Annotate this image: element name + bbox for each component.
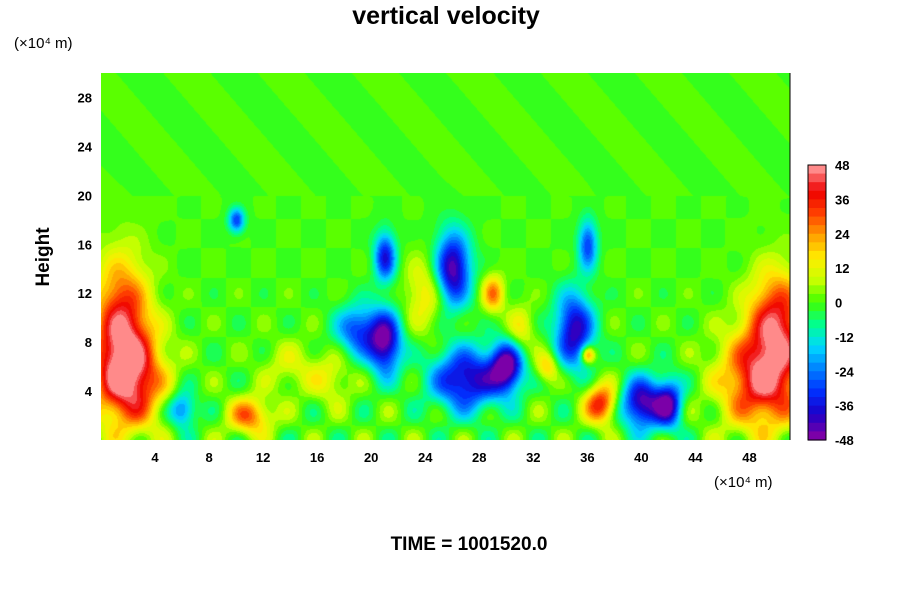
y-tick-label: 12 [78, 286, 92, 301]
colorbar-swatch [808, 328, 826, 338]
colorbar-swatch [808, 414, 826, 424]
colorbar-swatch [808, 336, 826, 347]
plot-area [101, 73, 791, 440]
x-tick-label: 28 [472, 450, 486, 465]
colorbar-tick-label: 0 [835, 296, 842, 311]
colorbar-tick-label: -12 [835, 330, 854, 345]
colorbar-swatch [808, 379, 826, 390]
colorbar-tick-label: 36 [835, 192, 849, 207]
colorbar-tick-label: -36 [835, 399, 854, 414]
colorbar-swatch [808, 345, 826, 355]
y-axis-label: Height [33, 227, 54, 287]
colorbar-swatch [808, 405, 826, 415]
y-axis-ticks: 4 8 12 16 20 24 28 [78, 90, 93, 399]
colorbar-swatch [808, 397, 826, 407]
colorbar-swatch [808, 207, 826, 218]
y-tick-label: 28 [78, 90, 92, 105]
velocity-field [101, 73, 790, 440]
y-tick-label: 8 [85, 335, 92, 350]
x-tick-label: 24 [418, 450, 433, 465]
colorbar-swatch [808, 311, 826, 321]
x-tick-label: 44 [688, 450, 703, 465]
colorbar: 48 36 24 12 0 -12 -24 -36 -48 [807, 158, 855, 448]
colorbar-swatch [808, 422, 826, 433]
colorbar-tick-label: 12 [835, 261, 849, 276]
x-tick-label: 4 [151, 450, 159, 465]
time-label: TIME = 1001520.0 [391, 534, 548, 555]
colorbar-swatch [808, 216, 826, 226]
colorbar-swatch [808, 233, 826, 243]
colorbar-swatch [808, 293, 826, 304]
x-tick-label: 48 [742, 450, 756, 465]
colorbar-swatch [808, 354, 826, 364]
x-tick-label: 40 [634, 450, 648, 465]
colorbar-swatch [808, 199, 826, 209]
x-tick-label: 32 [526, 450, 540, 465]
x-axis-ticks: 4 8 12 16 20 24 28 32 36 40 44 48 [151, 450, 756, 465]
colorbar-tick-label: -48 [835, 433, 854, 448]
colorbar-swatch [808, 276, 826, 286]
colorbar-swatch [808, 259, 826, 269]
colorbar-tick-label: 48 [835, 158, 849, 173]
colorbar-tick-label: 24 [835, 227, 850, 242]
x-tick-label: 8 [205, 450, 212, 465]
colorbar-swatch [808, 182, 826, 192]
y-tick-label: 4 [85, 384, 93, 399]
colorbar-swatch [808, 388, 826, 398]
colorbar-swatch [808, 225, 826, 235]
y-tick-label: 16 [78, 237, 92, 252]
x-tick-label: 12 [256, 450, 270, 465]
colorbar-swatch [808, 431, 826, 441]
colorbar-frame [807, 164, 827, 441]
y-axis-unit: (×10⁴ m) [14, 35, 73, 52]
colorbar-swatch [808, 371, 826, 381]
colorbar-swatch [808, 242, 826, 252]
colorbar-swatch [808, 173, 826, 183]
colorbar-swatch [808, 362, 826, 372]
colorbar-swatch [808, 250, 826, 261]
x-tick-label: 16 [310, 450, 324, 465]
colorbar-swatch [808, 268, 826, 278]
colorbar-swatch [808, 302, 826, 312]
x-tick-label: 36 [580, 450, 594, 465]
y-tick-label: 24 [78, 139, 93, 154]
x-tick-label: 20 [364, 450, 378, 465]
colorbar-swatch [808, 190, 826, 200]
colorbar-swatch [808, 285, 826, 295]
colorbar-swatch [808, 165, 826, 175]
x-axis-unit: (×10⁴ m) [714, 474, 773, 491]
colorbar-tick-label: -24 [835, 364, 855, 379]
colorbar-swatch [808, 319, 826, 329]
chart-title: vertical velocity [352, 2, 540, 30]
y-tick-label: 20 [78, 188, 92, 203]
